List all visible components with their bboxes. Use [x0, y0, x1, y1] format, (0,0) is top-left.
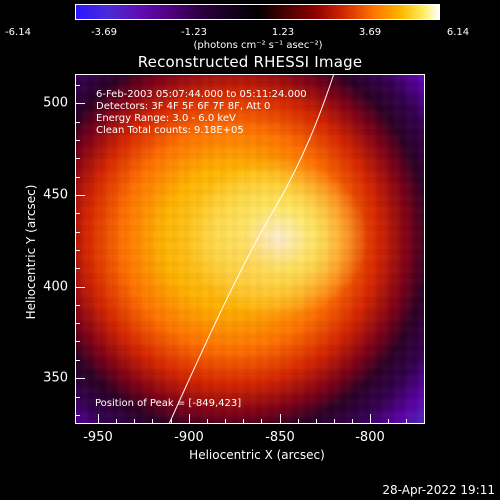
y-axis-minor-tick [75, 140, 80, 141]
y-axis-minor-tick [75, 85, 80, 86]
x-axis-major-tick [280, 414, 281, 424]
render-timestamp: 28-Apr-2022 19:11 [382, 483, 495, 497]
y-axis-minor-tick [75, 213, 80, 214]
x-axis-minor-tick [388, 419, 389, 424]
energy-range-label: Energy Range: 3.0 - 6.0 keV [96, 113, 236, 124]
y-axis-tick-label: 500 [43, 95, 68, 111]
x-axis-tick-label: -950 [83, 430, 113, 445]
x-axis-minor-tick [171, 419, 172, 424]
y-axis-tick-label: 400 [43, 279, 68, 295]
x-axis-minor-tick [225, 419, 226, 424]
x-axis-tick-label: -900 [174, 430, 204, 445]
colorbar-tick-4: 1.23 [271, 27, 295, 38]
y-axis-minor-tick [75, 177, 80, 178]
intensity-colorbar [75, 4, 440, 20]
x-axis-minor-tick [207, 419, 208, 424]
x-axis-minor-tick [334, 419, 335, 424]
colorbar-container [75, 4, 440, 20]
x-axis-minor-tick [316, 419, 317, 424]
y-axis-tick-label: 350 [43, 370, 68, 386]
y-axis-minor-tick [75, 341, 80, 342]
y-axis-tick-label: 450 [43, 187, 68, 203]
detectors-label: Detectors: 3F 4F 5F 6F 7F 8F, Att 0 [96, 101, 271, 112]
x-axis-minor-tick [298, 419, 299, 424]
colorbar-tick-6: 6.14 [446, 27, 470, 38]
y-axis-minor-tick [75, 268, 80, 269]
colorbar-tick-2: -3.69 [91, 27, 117, 38]
y-axis-major-tick [75, 378, 85, 379]
y-axis-minor-tick [75, 250, 80, 251]
y-axis-minor-tick [75, 158, 80, 159]
x-axis-title: Heliocentric X (arcsec) [189, 448, 325, 462]
y-axis-major-tick [75, 103, 85, 104]
colorbar-tick-1: -6.14 [5, 27, 31, 38]
image-plot-area: 6-Feb-2003 05:07:44.000 to 05:11:24.000 … [75, 74, 425, 424]
x-axis-major-tick [370, 414, 371, 424]
y-axis-minor-tick [75, 305, 80, 306]
y-axis-major-tick [75, 195, 85, 196]
x-axis-minor-tick [134, 419, 135, 424]
colorbar-tick-3: -1.23 [181, 27, 207, 38]
colorbar-unit-label: (photons cm⁻² s⁻¹ asec⁻²) [193, 40, 323, 51]
y-axis-minor-tick [75, 415, 80, 416]
x-axis-tick-label: -850 [265, 430, 295, 445]
peak-position-label: Position of Peak = [-849,423] [95, 398, 242, 409]
y-axis-major-tick [75, 287, 85, 288]
observation-time: 6-Feb-2003 05:07:44.000 to 05:11:24.000 [96, 89, 307, 100]
x-axis-minor-tick [243, 419, 244, 424]
observation-info: 6-Feb-2003 05:07:44.000 to 05:11:24.000 … [96, 89, 307, 137]
x-axis-minor-tick [116, 419, 117, 424]
y-axis-title: Heliocentric Y (arcsec) [24, 184, 38, 320]
x-axis-minor-tick [352, 419, 353, 424]
x-axis-tick-label: -800 [355, 430, 385, 445]
x-axis-major-tick [189, 414, 190, 424]
x-axis-minor-tick [152, 419, 153, 424]
clean-counts-label: Clean Total counts: 9.18E+05 [96, 125, 244, 136]
y-axis-minor-tick [75, 232, 80, 233]
x-axis-major-tick [98, 414, 99, 424]
plot-title: Reconstructed RHESSI Image [137, 53, 363, 71]
colorbar-tick-5: 3.69 [358, 27, 382, 38]
y-axis-minor-tick [75, 360, 80, 361]
y-axis-minor-tick [75, 397, 80, 398]
y-axis-minor-tick [75, 323, 80, 324]
x-axis-minor-tick [261, 419, 262, 424]
y-axis-minor-tick [75, 122, 80, 123]
x-axis-minor-tick [406, 419, 407, 424]
